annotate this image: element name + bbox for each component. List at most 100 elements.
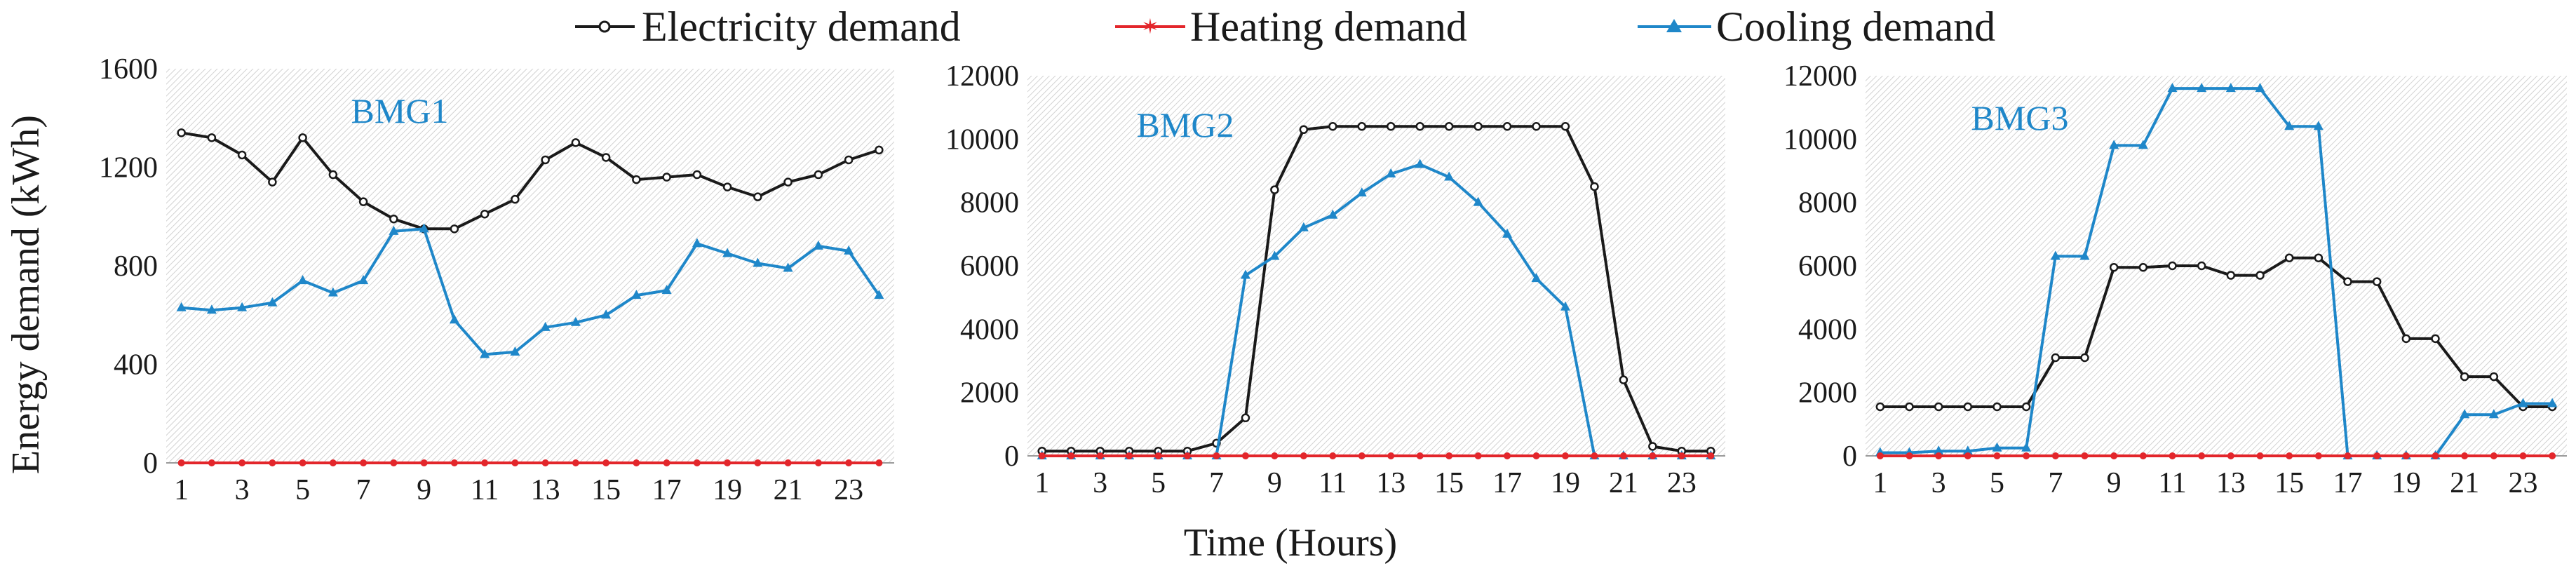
y-tick-label: 10000 xyxy=(945,123,1019,156)
data-point xyxy=(176,302,187,311)
data-point xyxy=(2432,452,2439,459)
data-point xyxy=(2050,250,2061,260)
data-point xyxy=(358,197,368,206)
data-point xyxy=(1649,452,1657,459)
data-point xyxy=(1356,187,1367,197)
data-point xyxy=(358,275,369,285)
x-tick-label: 19 xyxy=(1551,467,1580,499)
y-tick-label: 8000 xyxy=(960,187,1019,220)
data-point xyxy=(1905,402,1914,412)
data-point xyxy=(1993,452,2001,459)
data-point xyxy=(450,459,458,466)
y-tick-label: 12000 xyxy=(945,60,1019,93)
data-point xyxy=(298,133,307,142)
data-point xyxy=(1329,452,1337,459)
x-tick-label: 9 xyxy=(1267,467,1282,499)
data-point xyxy=(1270,185,1279,194)
legend-label-electricity: Electricity demand xyxy=(642,4,961,50)
data-point xyxy=(1678,452,1685,459)
y-tick-label: 2000 xyxy=(1798,377,1857,410)
data-point xyxy=(2284,121,2295,130)
y-tick-label: 6000 xyxy=(960,250,1019,283)
data-point xyxy=(602,459,610,466)
data-point xyxy=(1416,452,1424,459)
data-point xyxy=(1213,452,1220,459)
data-point xyxy=(329,459,337,466)
data-point xyxy=(2460,409,2470,419)
data-point xyxy=(844,155,854,165)
data-point xyxy=(2286,452,2293,459)
data-point xyxy=(1964,452,1971,459)
data-point xyxy=(1444,171,1455,181)
series-electricity-demand xyxy=(1875,253,2557,412)
x-tick-label: 17 xyxy=(1492,467,1522,499)
data-point xyxy=(1474,122,1483,131)
data-point xyxy=(784,459,792,466)
x-tick-label: 1 xyxy=(1873,467,1887,499)
data-point xyxy=(1241,413,1250,423)
data-point xyxy=(511,194,520,204)
data-point xyxy=(1184,452,1192,459)
legend-marker-electricity xyxy=(598,20,611,33)
plot-area xyxy=(1866,76,2567,456)
data-point xyxy=(1875,402,1885,412)
x-tick-label: 11 xyxy=(2158,467,2186,499)
data-point xyxy=(844,245,854,255)
data-point xyxy=(662,173,671,182)
data-point xyxy=(177,128,186,137)
data-point xyxy=(1300,452,1307,459)
data-point xyxy=(206,304,217,314)
data-point xyxy=(2169,452,2176,459)
data-point xyxy=(328,170,338,180)
data-point xyxy=(208,459,215,466)
data-point xyxy=(814,459,822,466)
data-point xyxy=(541,459,549,466)
data-point xyxy=(2401,334,2411,344)
data-point xyxy=(1502,122,1512,131)
data-point xyxy=(722,182,732,191)
data-point xyxy=(389,215,398,224)
y-tick-label: 10000 xyxy=(1783,123,1857,156)
data-point xyxy=(1590,182,1599,191)
data-point xyxy=(2227,452,2234,459)
x-tick-label: 17 xyxy=(2333,467,2363,499)
data-point xyxy=(783,177,793,187)
data-point xyxy=(1038,452,1046,459)
data-point xyxy=(237,150,247,160)
y-tick-label: 0 xyxy=(143,447,158,480)
data-point xyxy=(1386,168,1396,178)
series-heating-demand xyxy=(1876,452,2556,459)
data-point xyxy=(207,133,217,142)
x-tick-label: 1 xyxy=(174,474,189,506)
x-tick-label: 3 xyxy=(1931,467,1946,499)
legend-item-cooling: Cooling demand xyxy=(1638,4,1995,50)
x-tick-label: 9 xyxy=(2107,467,2122,499)
y-tick-label: 4000 xyxy=(960,314,1019,346)
data-point xyxy=(2372,277,2382,286)
data-point xyxy=(1298,222,1309,231)
data-point xyxy=(2461,452,2469,459)
data-point xyxy=(2051,353,2061,363)
data-point xyxy=(633,459,640,466)
data-point xyxy=(2255,83,2265,93)
data-point xyxy=(2343,277,2352,286)
legend-item-electricity: Electricity demand xyxy=(575,4,961,50)
chart-title: BMG2 xyxy=(1137,105,1234,144)
data-point xyxy=(783,262,793,272)
data-point xyxy=(1504,452,1511,459)
y-tick-label: 0 xyxy=(1842,440,1857,473)
data-point xyxy=(2168,261,2177,271)
data-point xyxy=(874,290,884,299)
data-point xyxy=(419,223,429,233)
data-point xyxy=(1963,402,1973,412)
data-point xyxy=(2023,452,2030,459)
data-point xyxy=(1532,122,1541,131)
data-point xyxy=(2110,452,2118,459)
data-point xyxy=(267,297,278,306)
data-point xyxy=(1358,452,1365,459)
series-line xyxy=(181,131,880,231)
data-point xyxy=(875,459,883,466)
